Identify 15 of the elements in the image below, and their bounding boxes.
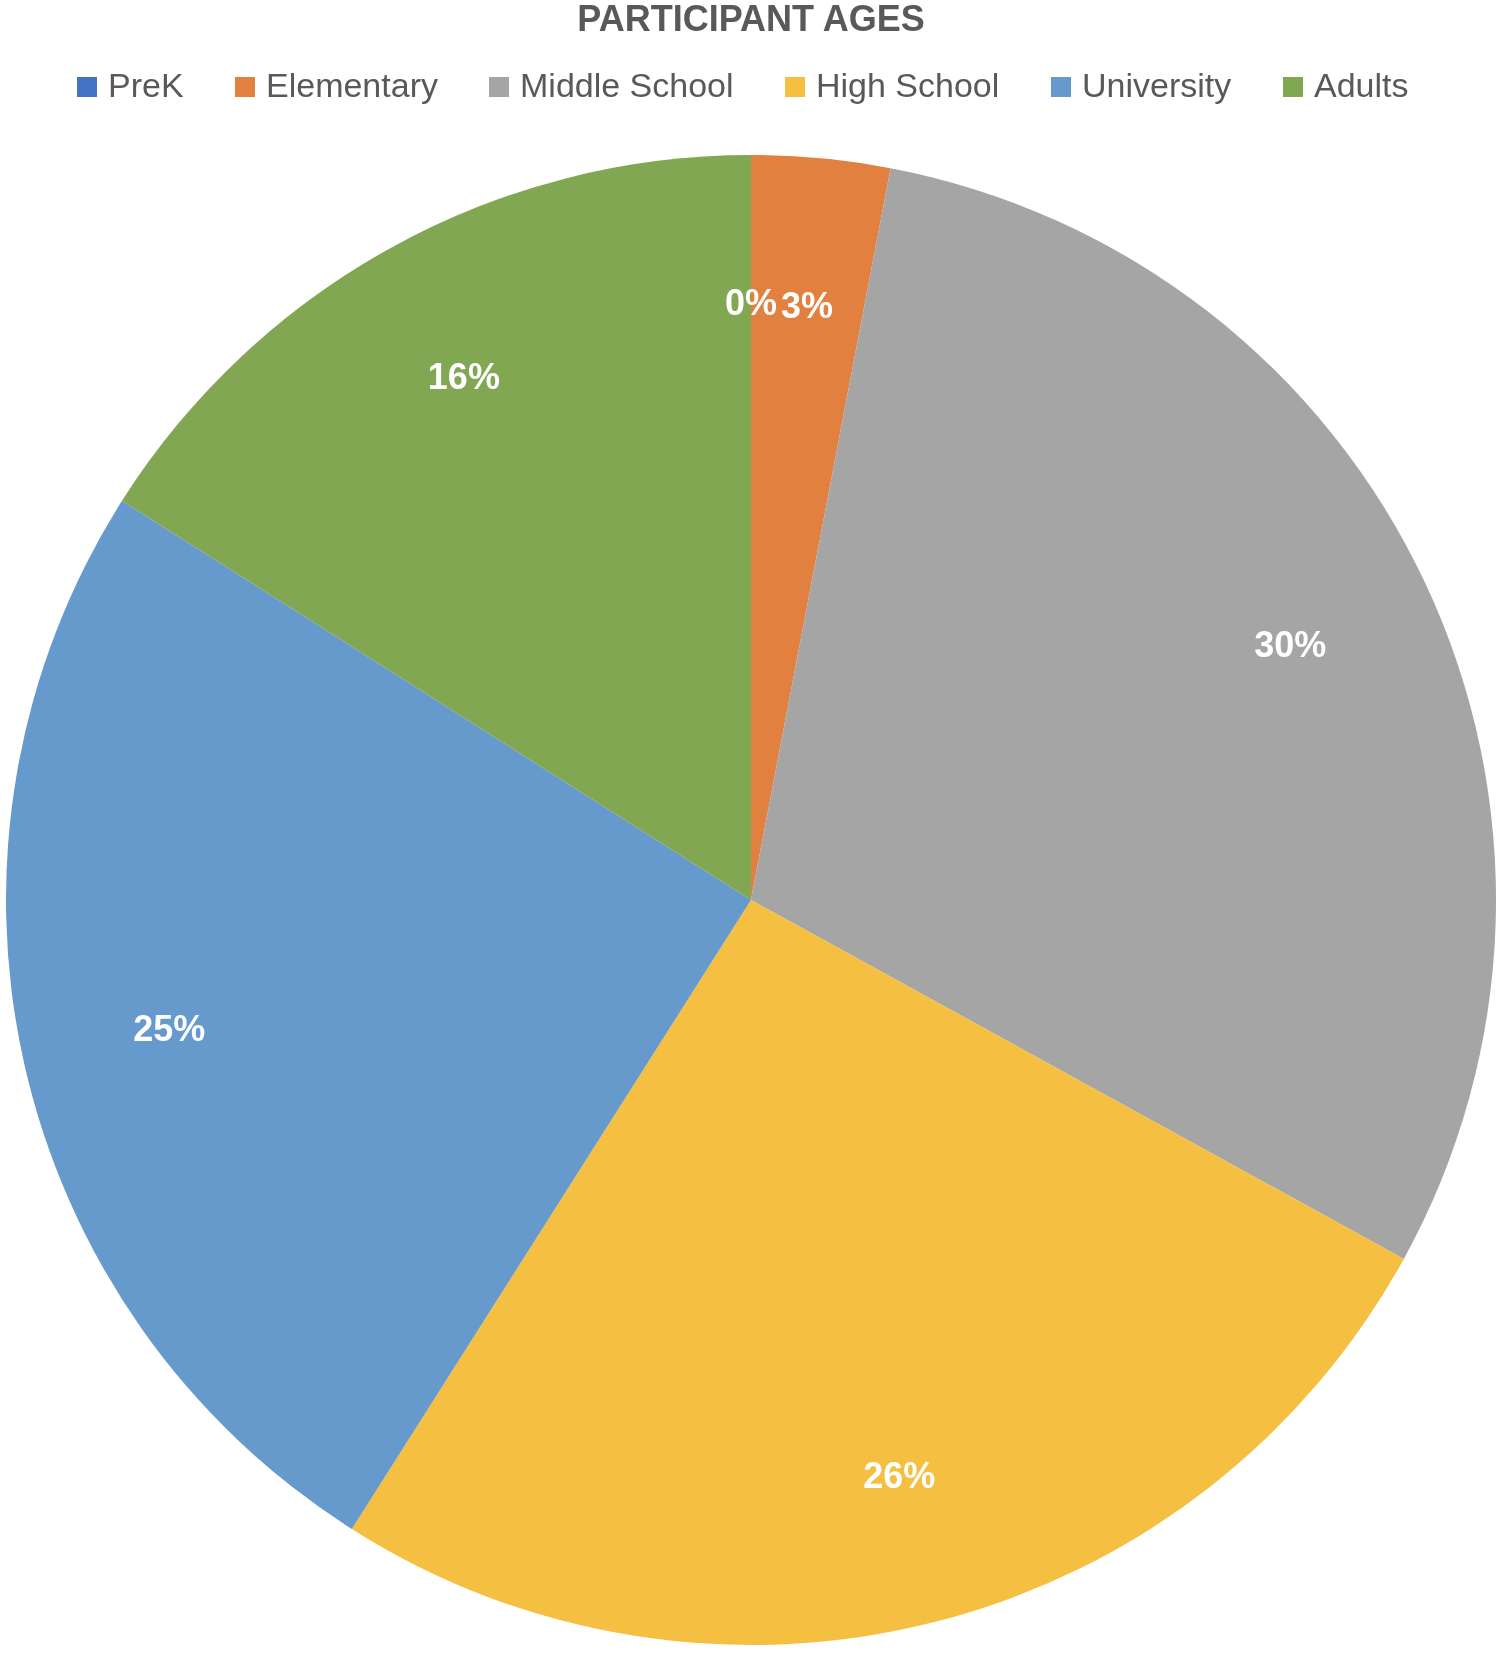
chart-title: PARTICIPANT AGES <box>577 0 925 39</box>
legend-label: Middle School <box>520 66 734 104</box>
legend-label: High School <box>816 66 1000 104</box>
text: 0% <box>724 282 778 323</box>
data-label: 26% <box>863 1455 936 1497</box>
legend-label: Elementary <box>266 66 438 104</box>
pie-slice <box>351 900 1404 1644</box>
legend-label: PreK <box>108 66 184 104</box>
data-label: 16% <box>427 355 500 397</box>
data-label: 3% <box>781 284 834 326</box>
data-label: 30% <box>1254 624 1327 666</box>
data-label: 25% <box>133 1008 206 1050</box>
legend-label: Adults <box>1314 66 1409 104</box>
legend-label: University <box>1082 66 1232 104</box>
pie-slice <box>6 500 751 1530</box>
